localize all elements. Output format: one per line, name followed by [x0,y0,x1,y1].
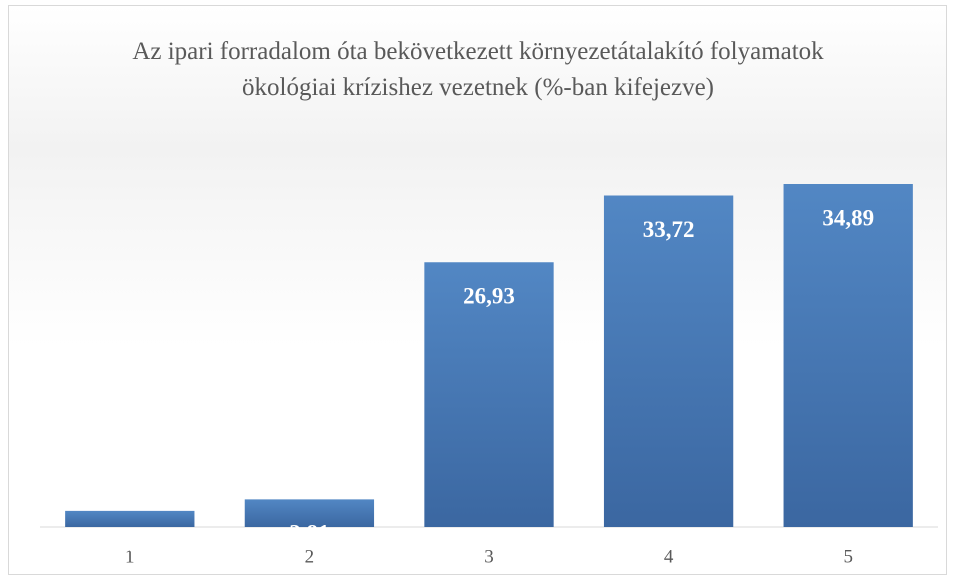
data-label: 26,93 [463,284,515,309]
bar [244,499,375,527]
x-tick-label: 3 [484,546,494,567]
data-label: 1,64 [110,532,151,557]
bar [424,262,554,527]
bar [65,510,195,527]
x-tick-label: 1 [125,546,135,567]
x-tick-label: 4 [664,546,674,567]
chart-title: Az ipari forradalom óta bekövetkezett kö… [132,38,824,101]
bar [783,184,913,527]
data-label: 2,81 [289,521,329,546]
data-label: 33,72 [643,217,695,242]
x-tick-label: 5 [843,546,853,567]
bar [603,195,734,528]
data-label: 34,89 [822,205,874,230]
x-tick-label: 2 [305,546,315,567]
